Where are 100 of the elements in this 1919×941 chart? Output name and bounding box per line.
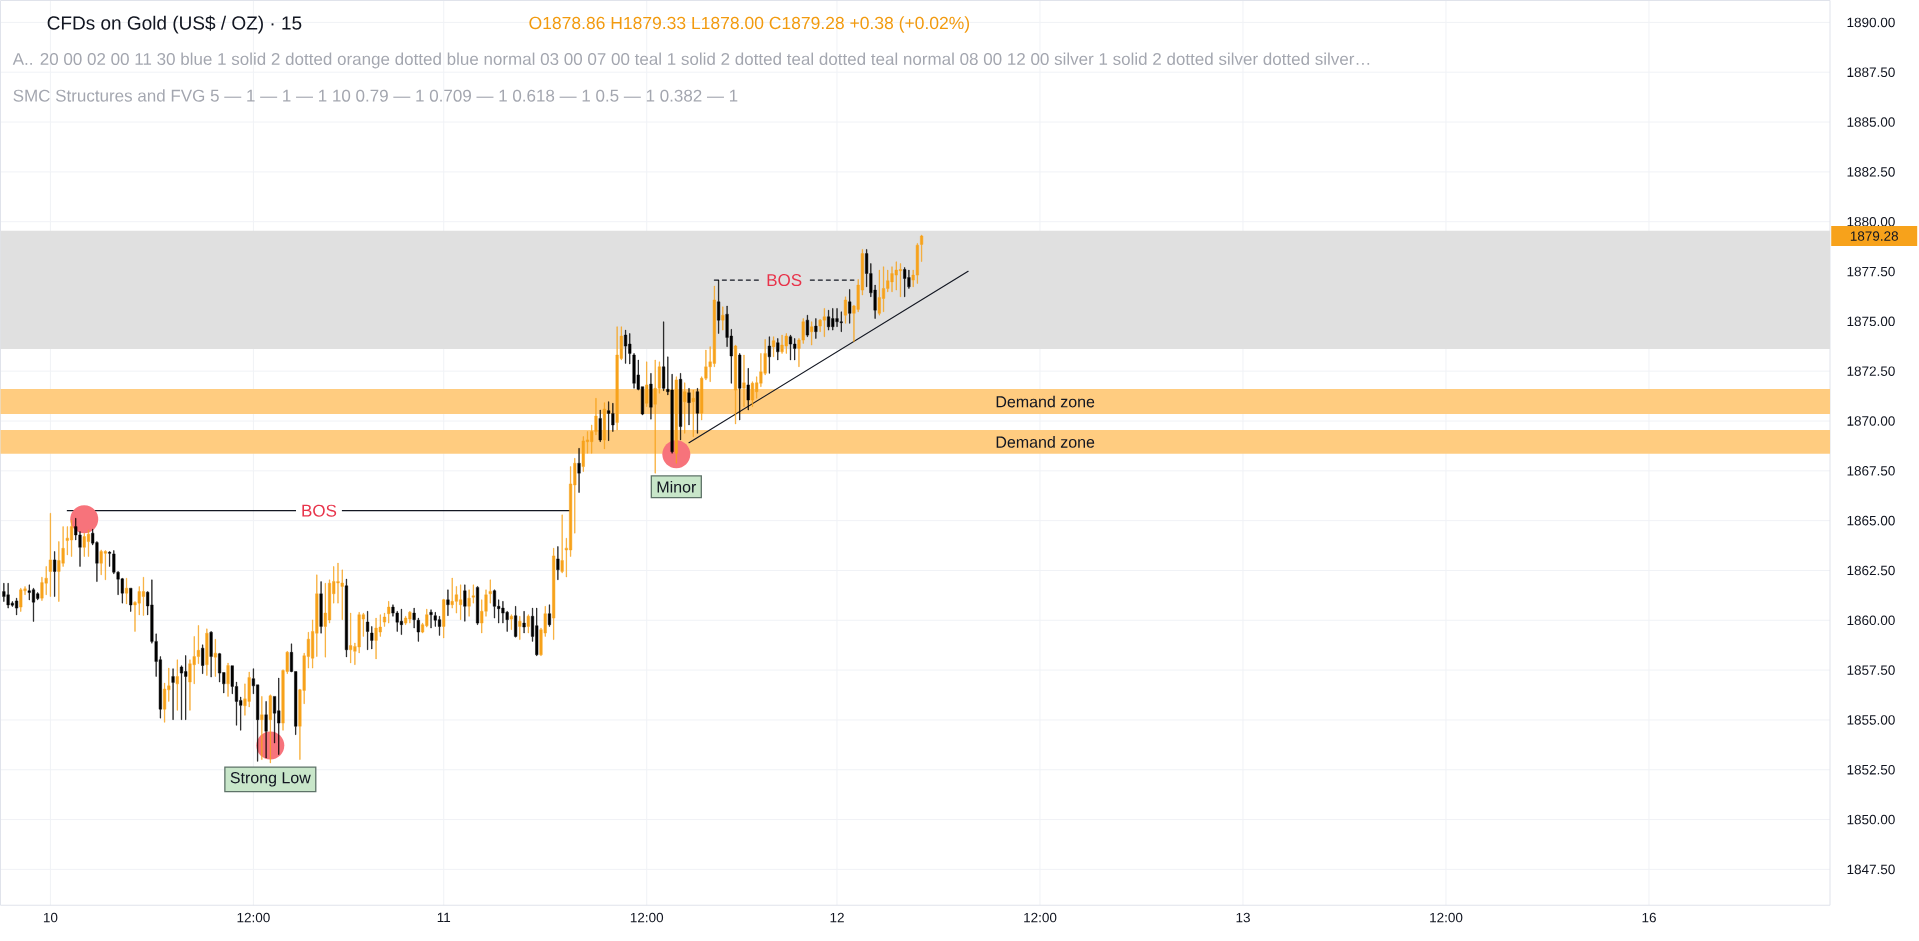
candlestick	[175, 659, 179, 711]
candlestick	[679, 372, 683, 441]
candlestick	[141, 576, 145, 616]
x-tick-label: 12	[830, 912, 844, 923]
candlestick	[522, 610, 526, 634]
candlestick	[19, 587, 23, 612]
text: O1878.86 H1879.33 L1878.00 C1879.28 +0.38 (+0.02%)	[529, 16, 970, 33]
candlestick	[560, 514, 564, 574]
candlestick	[683, 382, 687, 434]
candlestick	[653, 359, 657, 474]
candlestick	[577, 447, 581, 493]
y-tick-label: 1867.50	[1847, 465, 1895, 476]
candlestick	[48, 512, 52, 597]
candlestick	[552, 547, 556, 640]
candlestick	[518, 615, 522, 640]
x-tick-label: 12:00	[1430, 912, 1463, 923]
annotation: Strong Low	[230, 771, 311, 787]
text: CFDs on Gold (US$ / OZ) · 15	[47, 15, 302, 34]
x-tick-label: 16	[1642, 912, 1656, 923]
candlestick	[404, 615, 408, 625]
candlestick	[429, 609, 433, 629]
candlestick	[387, 600, 391, 624]
candlestick	[374, 617, 378, 660]
candlestick	[843, 296, 847, 324]
candlestick	[556, 546, 560, 580]
candlestick	[6, 582, 10, 609]
candlestick	[171, 668, 175, 720]
candlestick	[514, 605, 518, 638]
candlestick	[349, 612, 353, 664]
x-tick-label: 11	[437, 912, 451, 922]
candlestick	[674, 376, 678, 464]
y-tick-label: 1862.50	[1847, 565, 1895, 576]
y-tick-label: 1847.50	[1847, 864, 1895, 875]
candlestick	[399, 608, 403, 635]
annotation: BOS	[767, 273, 802, 286]
y-tick-label: 1870.00	[1847, 416, 1895, 426]
candlestick	[86, 529, 90, 557]
candlestick	[822, 308, 826, 337]
annotation: BOS	[302, 504, 337, 517]
y-tick-label: 1877.50	[1847, 266, 1895, 277]
candlestick	[624, 329, 628, 364]
candlestick	[602, 402, 606, 450]
candlestick	[209, 631, 213, 678]
x-tick-label: 12:00	[1024, 912, 1057, 923]
candlestick	[446, 589, 450, 616]
candlestick	[476, 586, 480, 625]
candlestick	[920, 234, 924, 262]
candlestick	[205, 628, 209, 676]
candlestick	[776, 338, 780, 361]
candlestick	[805, 314, 809, 337]
y-tick-label: 1875.00	[1847, 316, 1895, 326]
y-tick-label: 1872.50	[1847, 366, 1895, 376]
candlestick	[323, 582, 327, 658]
x-tick-label: 10	[43, 912, 58, 923]
candlestick	[738, 353, 742, 421]
candlestick	[695, 387, 699, 434]
candlestick	[184, 655, 188, 720]
candlestick	[442, 598, 446, 639]
candlestick	[260, 696, 264, 760]
candlestick	[366, 610, 370, 650]
y-tick-label: 1857.50	[1847, 665, 1895, 675]
candlestick	[734, 344, 738, 425]
candlestick	[772, 336, 776, 357]
annotation: A.. 20 00 02 00 11 30 blue 1 solid 2 dotted orange dotted blue normal 03 00 07 00 teal 1 solid 2 dotted teal dotted teal normal 08 00 12 00 silver 1 solid 2 dotted silver dotted silver…	[12, 52, 1370, 69]
band-label: Demand zone	[996, 395, 1095, 408]
candlestick	[463, 584, 467, 622]
candlestick	[742, 354, 746, 407]
x-tick-label: 12:00	[630, 912, 664, 923]
candlestick	[691, 389, 695, 437]
y-tick-label: 1885.00	[1847, 117, 1895, 127]
candlestick	[125, 577, 129, 605]
candlestick	[848, 289, 852, 324]
annotation: SMC Structures and FVG 5 — 1 — 1 — 1 10 0.79 — 1 0.709 — 1 0.618 — 1 0.5 — 1 0.382 — 1	[13, 89, 738, 102]
candlestick	[784, 333, 788, 354]
candlestick	[264, 701, 268, 759]
candlestick	[645, 361, 649, 407]
candlestick	[903, 267, 907, 297]
candlestick	[898, 263, 902, 297]
candlestick	[509, 614, 513, 630]
x-tick-label: 12:00	[237, 912, 270, 923]
candlestick	[547, 604, 551, 627]
point	[70, 505, 99, 534]
band-label: Demand zone	[996, 435, 1095, 448]
candlestick	[526, 614, 530, 634]
candlestick	[687, 387, 691, 426]
y-tick-label: 1852.50	[1847, 764, 1895, 775]
candlestick	[344, 578, 348, 658]
candlestick	[607, 401, 611, 441]
y-tick-label: 1887.50	[1847, 67, 1895, 77]
candlestick	[535, 607, 539, 656]
candlestick	[788, 334, 793, 361]
candlestick	[827, 309, 831, 331]
candlestick	[268, 694, 272, 764]
y-tick-label: 1882.50	[1847, 166, 1895, 177]
candlestick	[31, 587, 36, 622]
candlestick	[746, 368, 750, 411]
x-tick-label: 13	[1236, 912, 1250, 923]
candlestick	[213, 638, 217, 677]
candlestick	[53, 551, 57, 597]
candlestick	[103, 550, 107, 580]
